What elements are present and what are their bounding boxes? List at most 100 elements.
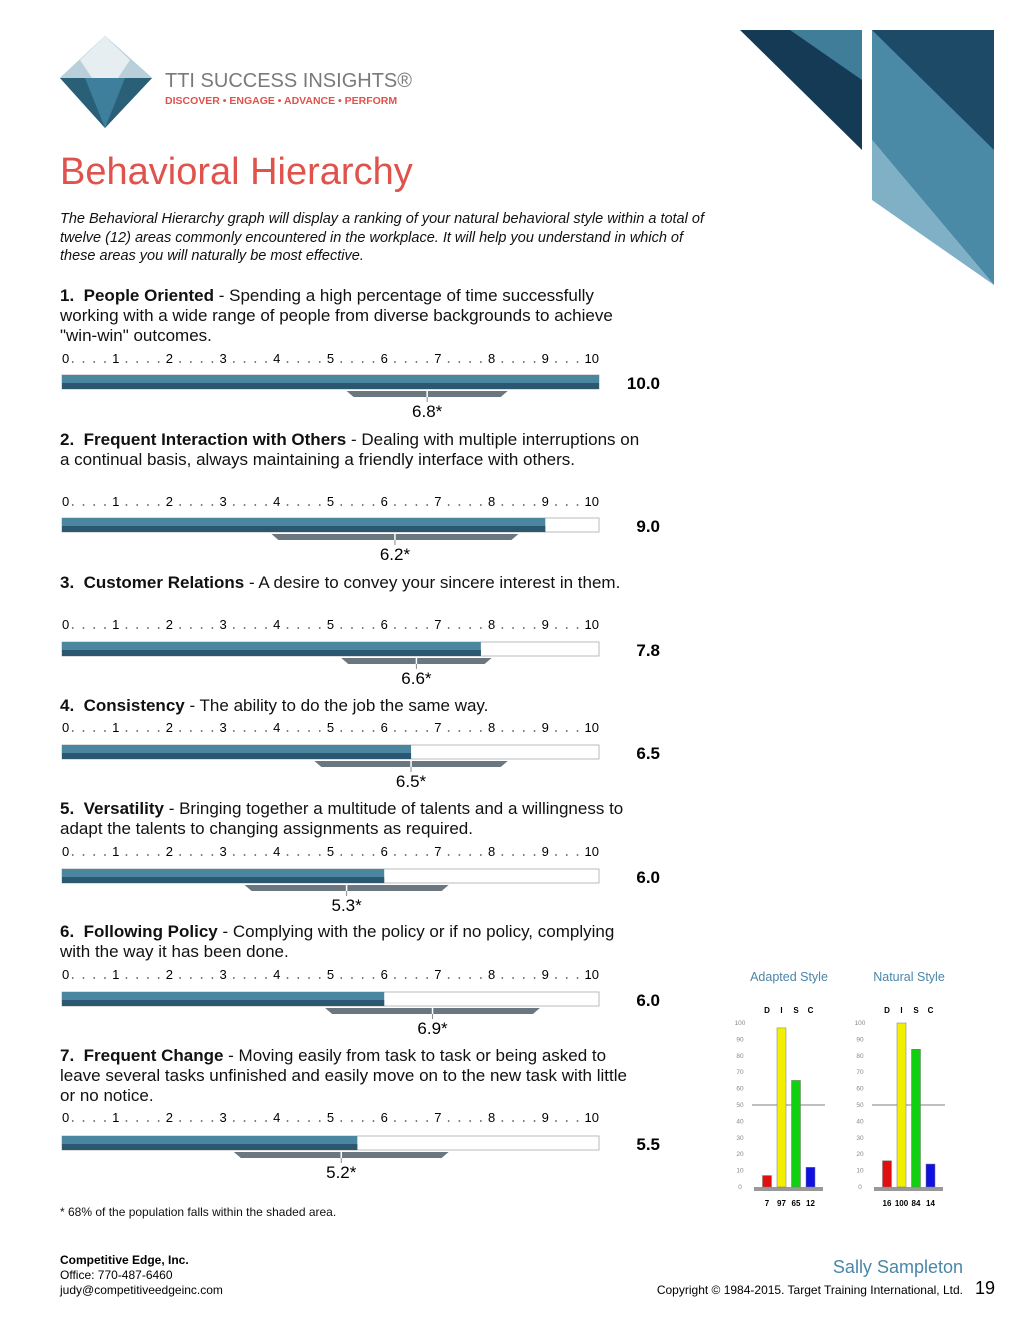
scale-dot [479,504,482,506]
scale-dot [125,1120,128,1122]
item-description: - The ability to do the job the same way… [189,696,489,715]
scale-dot [104,361,106,363]
disc-y-tick: 100 [855,1020,866,1027]
disc-base [874,1187,943,1191]
disc-y-tick: 0 [858,1184,862,1191]
scale-dot [200,977,203,979]
scale-dot [479,627,482,629]
score-label: 7.8 [636,641,660,660]
disc-bar [896,1022,907,1188]
scale-dot [265,361,267,363]
scale-tick-label: 8 [488,1110,495,1125]
scale-dot [426,730,429,732]
scale-dot [82,977,85,979]
scale-dot [265,504,267,506]
disc-value: 14 [926,1199,935,1208]
score-bar-shadow [62,650,481,656]
scale-dot [394,361,396,363]
scale-dot [565,1120,568,1122]
scale-dot [232,730,235,732]
scale-dot [318,361,321,363]
scale-tick-label: 7 [434,617,441,632]
disc-letter: S [913,1006,919,1015]
scale-dot [71,730,74,732]
scale-tick-label: 6 [381,967,388,982]
scale-dot [469,361,472,363]
scale-dot [512,730,514,732]
scale-dot [565,854,568,856]
scale-dot [125,854,128,856]
item-text: 5. Versatility - Bringing together a mul… [60,799,640,839]
person: Sally Sampleton [833,1257,963,1277]
scale-dot [426,627,429,629]
scale-tick-label: 4 [273,844,280,859]
scale-dot [318,1120,321,1122]
scale-dot [93,627,96,629]
scale-dot [340,977,343,979]
item-description: - Bringing together a multitude of talen… [60,799,624,838]
scale-tick-label: 8 [488,967,495,982]
scale-dot [469,730,472,732]
item-number: 5. [60,799,75,818]
item-text: 7. Frequent Change - Moving easily from … [60,1046,640,1106]
copyright: Copyright © 1984-2015. Target Training I… [657,1283,963,1297]
scale-dot [361,627,364,629]
scale-dot [232,361,235,363]
scale-dot [125,627,128,629]
scale-dot [340,361,343,363]
scale-dot [82,730,85,732]
scale-dot [308,1120,310,1122]
score-label: 10.0 [627,374,660,393]
scale-dot [286,1120,289,1122]
brand: TTI SUCCESS INSIGHTS® [165,70,412,92]
scale-dot [415,1120,418,1122]
scale-dot [501,361,504,363]
scale-dot [308,361,310,363]
scale-tick-label: 5 [327,720,334,735]
scale-tick-label: 7 [434,1110,441,1125]
page-number: 19 [975,1278,995,1298]
scale-tick-label: 10 [585,967,599,982]
scale-dot [147,854,149,856]
scale-tick-label: 8 [488,844,495,859]
scale-tick-label: 9 [542,617,549,632]
scale-dot [522,627,525,629]
scale-dot [404,1120,407,1122]
disc-value: 100 [895,1199,909,1208]
scale-dot [479,854,482,856]
footnote: * 68% of the population falls within the… [60,1205,336,1219]
scale-dot [189,361,192,363]
scale-dot [587,977,590,979]
scale-dot [297,627,300,629]
scale-dot [157,854,160,856]
scale-dot [372,361,375,363]
scale-dot [479,977,482,979]
scale-dot [71,627,74,629]
scale-dot [351,977,353,979]
scale-dot [340,730,343,732]
scale-dot [104,730,106,732]
scale-dot [93,977,96,979]
disc-y-tick: 90 [856,1036,864,1043]
scale-tick-label: 3 [219,967,226,982]
corner-decoration [740,30,994,285]
scale-dot [136,977,139,979]
item-text: 4. Consistency - The ability to do the j… [60,696,640,716]
scale-dot [157,504,160,506]
scale-tick-label: 5 [327,1110,334,1125]
scale-dot [555,854,557,856]
item-number: 1. [60,286,75,305]
scale-dot [501,854,504,856]
scale-dot [211,504,214,506]
scale-dot [587,504,590,506]
scale-dot [351,361,353,363]
scale-tick-label: 10 [585,1110,599,1125]
page-title: Behavioral Hierarchy [60,151,413,193]
scale-dot [458,627,461,629]
scale-dot [243,854,246,856]
scale-dot [308,977,310,979]
score-bar-shadow [62,526,546,532]
scale-dot [200,627,203,629]
scale-dot [189,627,192,629]
scale-tick-label: 3 [219,1110,226,1125]
